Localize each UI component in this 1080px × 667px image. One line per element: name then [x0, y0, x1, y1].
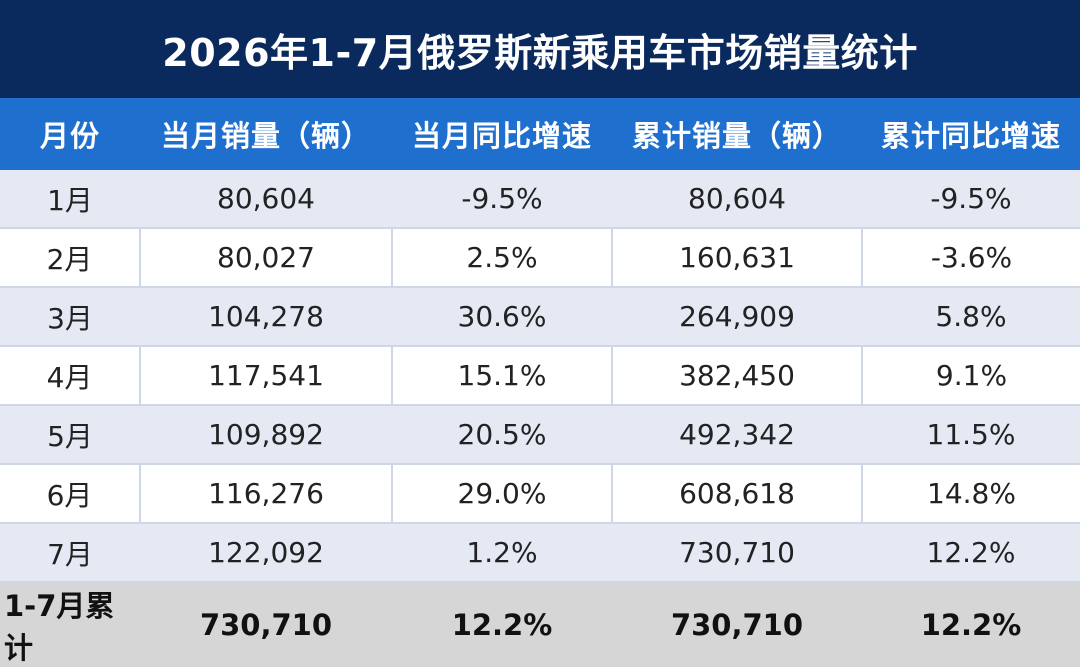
header-monthly-growth: 当月同比增速 [392, 98, 612, 170]
cell-cumulative-growth: 5.8% [862, 287, 1080, 347]
cell-cumulative-sales: 492,342 [612, 405, 862, 465]
table-row: 2月 80,027 2.5% 160,631 -3.6% [0, 228, 1080, 288]
cell-cumulative-sales: 608,618 [612, 464, 863, 524]
table-row: 6月 116,276 29.0% 608,618 14.8% [0, 464, 1080, 524]
cell-cumulative-growth: -9.5% [862, 170, 1080, 229]
total-monthly-growth: 12.2% [392, 582, 612, 667]
cell-monthly-sales: 116,276 [140, 464, 393, 524]
cell-month: 2月 [0, 228, 141, 288]
cell-monthly-growth: 15.1% [392, 346, 613, 406]
header-monthly-sales: 当月销量（辆） [140, 98, 392, 170]
total-cumulative-growth: 12.2% [862, 582, 1080, 667]
header-cumulative-growth: 累计同比增速 [862, 98, 1080, 170]
cell-monthly-sales: 80,027 [140, 228, 393, 288]
cell-monthly-growth: 20.5% [392, 405, 612, 465]
cell-monthly-sales: 122,092 [140, 523, 392, 583]
header-cumulative-sales: 累计销量（辆） [612, 98, 862, 170]
cell-monthly-growth: 30.6% [392, 287, 612, 347]
sales-table: 月份 当月销量（辆） 当月同比增速 累计销量（辆） 累计同比增速 1月 80,6… [0, 98, 1080, 667]
cell-cumulative-sales: 382,450 [612, 346, 863, 406]
cell-monthly-growth: 1.2% [392, 523, 612, 583]
cell-cumulative-sales: 730,710 [612, 523, 862, 583]
cell-month: 3月 [0, 287, 140, 347]
cell-cumulative-sales: 264,909 [612, 287, 862, 347]
table-row: 1月 80,604 -9.5% 80,604 -9.5% [0, 170, 1080, 229]
cell-cumulative-sales: 80,604 [612, 170, 862, 229]
cell-cumulative-growth: 9.1% [862, 346, 1080, 406]
total-row: 1-7月累计 730,710 12.2% 730,710 12.2% [0, 582, 1080, 667]
cell-cumulative-growth: -3.6% [862, 228, 1080, 288]
table-row: 7月 122,092 1.2% 730,710 12.2% [0, 523, 1080, 583]
total-monthly-sales: 730,710 [140, 582, 392, 667]
cell-monthly-growth: -9.5% [392, 170, 612, 229]
cell-cumulative-growth: 12.2% [862, 523, 1080, 583]
header-month: 月份 [0, 98, 140, 170]
cell-monthly-growth: 2.5% [392, 228, 613, 288]
total-label: 1-7月累计 [0, 582, 140, 667]
cell-month: 1月 [0, 170, 140, 229]
cell-monthly-sales: 104,278 [140, 287, 392, 347]
cell-month: 5月 [0, 405, 140, 465]
cell-month: 4月 [0, 346, 141, 406]
cell-cumulative-growth: 14.8% [862, 464, 1080, 524]
table-row: 5月 109,892 20.5% 492,342 11.5% [0, 405, 1080, 465]
table-title: 2026年1-7月俄罗斯新乘用车市场销量统计 [0, 0, 1080, 98]
cell-monthly-sales: 109,892 [140, 405, 392, 465]
header-row: 月份 当月销量（辆） 当月同比增速 累计销量（辆） 累计同比增速 [0, 98, 1080, 170]
table-row: 4月 117,541 15.1% 382,450 9.1% [0, 346, 1080, 406]
cell-monthly-sales: 80,604 [140, 170, 392, 229]
cell-cumulative-growth: 11.5% [862, 405, 1080, 465]
cell-monthly-sales: 117,541 [140, 346, 393, 406]
table-row: 3月 104,278 30.6% 264,909 5.8% [0, 287, 1080, 347]
cell-month: 7月 [0, 523, 140, 583]
total-cumulative-sales: 730,710 [612, 582, 862, 667]
cell-monthly-growth: 29.0% [392, 464, 613, 524]
cell-cumulative-sales: 160,631 [612, 228, 863, 288]
cell-month: 6月 [0, 464, 141, 524]
